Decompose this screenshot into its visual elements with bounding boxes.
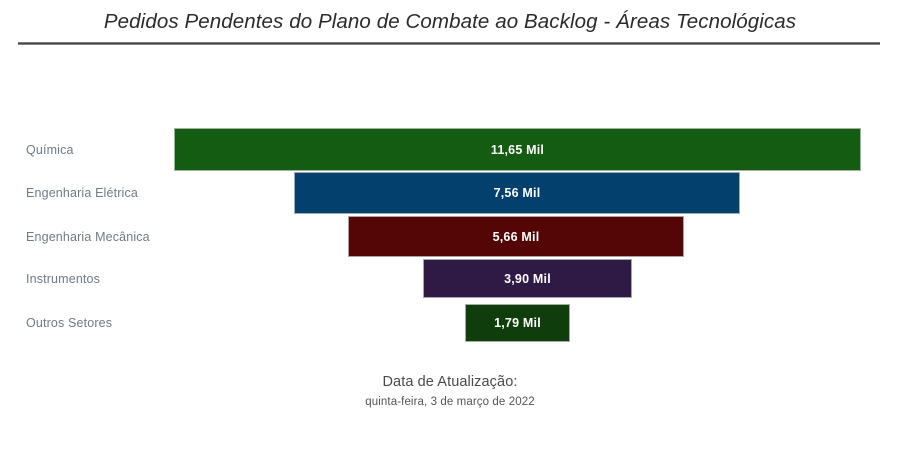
bar-value-label: 1,79 Mil [466, 316, 569, 330]
bar-1[interactable]: 11,65 Mil [174, 128, 861, 171]
category-label: Outros Setores [26, 316, 112, 330]
update-footer: Data de Atualização: quinta-feira, 3 de … [0, 374, 900, 408]
bar-value-label: 3,90 Mil [424, 272, 631, 286]
update-label: Data de Atualização: [0, 374, 900, 390]
bar-5[interactable]: 1,79 Mil [465, 304, 570, 342]
category-label: Engenharia Elétrica [26, 186, 138, 200]
bar-value-label: 11,65 Mil [175, 143, 860, 157]
bar-value-label: 7,56 Mil [295, 186, 739, 200]
bar-3[interactable]: 5,66 Mil [348, 216, 684, 257]
update-date: quinta-feira, 3 de março de 2022 [0, 396, 900, 408]
bar-value-label: 5,66 Mil [349, 230, 683, 244]
bar-2[interactable]: 7,56 Mil [294, 172, 740, 214]
bar-4[interactable]: 3,90 Mil [423, 259, 632, 298]
category-label: Engenharia Mecânica [26, 230, 150, 244]
category-label: Química [26, 143, 74, 157]
category-label: Instrumentos [26, 272, 100, 286]
